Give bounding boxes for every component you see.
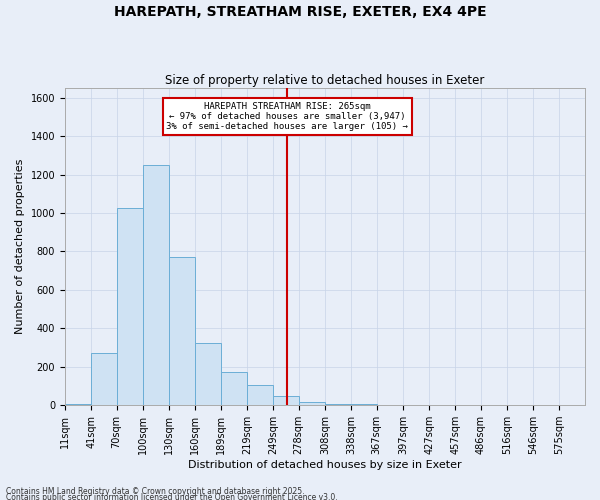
Bar bbox=[247, 385, 273, 405]
Bar bbox=[116, 208, 143, 405]
Text: HAREPATH, STREATHAM RISE, EXETER, EX4 4PE: HAREPATH, STREATHAM RISE, EXETER, EX4 4P… bbox=[113, 5, 487, 19]
X-axis label: Distribution of detached houses by size in Exeter: Distribution of detached houses by size … bbox=[188, 460, 462, 470]
Bar bbox=[143, 165, 169, 405]
Text: HAREPATH STREATHAM RISE: 265sqm
← 97% of detached houses are smaller (3,947)
3% : HAREPATH STREATHAM RISE: 265sqm ← 97% of… bbox=[166, 102, 408, 132]
Bar bbox=[273, 396, 299, 405]
Bar bbox=[169, 258, 196, 405]
Bar bbox=[65, 404, 91, 405]
Text: Contains public sector information licensed under the Open Government Licence v3: Contains public sector information licen… bbox=[6, 492, 338, 500]
Bar bbox=[91, 353, 116, 405]
Bar bbox=[221, 372, 247, 405]
Bar bbox=[299, 402, 325, 405]
Text: Contains HM Land Registry data © Crown copyright and database right 2025.: Contains HM Land Registry data © Crown c… bbox=[6, 487, 305, 496]
Bar bbox=[325, 404, 351, 405]
Title: Size of property relative to detached houses in Exeter: Size of property relative to detached ho… bbox=[165, 74, 485, 87]
Bar bbox=[351, 404, 377, 405]
Bar bbox=[196, 343, 221, 405]
Y-axis label: Number of detached properties: Number of detached properties bbox=[15, 159, 25, 334]
